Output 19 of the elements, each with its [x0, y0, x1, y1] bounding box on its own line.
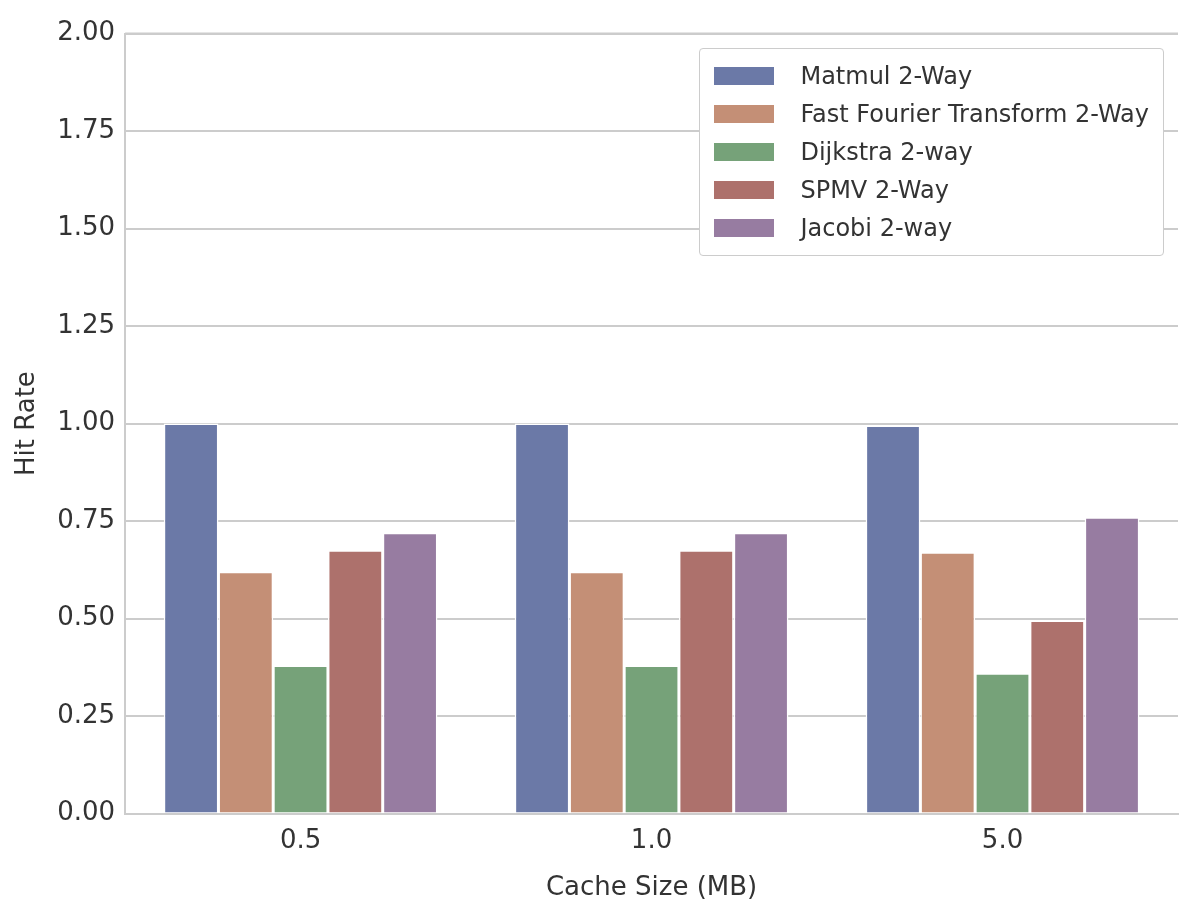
y-axis-title: Hit Rate — [10, 371, 41, 477]
x-tick-label: 1.0 — [630, 823, 673, 854]
y-tick-label: 1.25 — [57, 308, 116, 339]
y-tick-label: 0.00 — [57, 796, 116, 827]
y-tick-label: 1.50 — [57, 211, 116, 242]
legend-label: Jacobi 2-way — [800, 213, 953, 242]
y-tick-label: 2.00 — [57, 16, 116, 47]
legend-label: Fast Fourier Transform 2-Way — [800, 99, 1149, 128]
y-tick-label: 0.75 — [57, 503, 116, 534]
y-tick-label: 0.25 — [57, 698, 116, 729]
legend-label: Dijkstra 2-way — [800, 137, 973, 166]
y-tick-label: 1.75 — [57, 113, 116, 144]
y-tick-label: 1.00 — [57, 406, 116, 437]
x-tick-label: 5.0 — [981, 823, 1024, 854]
x-tick-label: 0.5 — [279, 823, 322, 854]
y-tick-label: 0.50 — [57, 601, 116, 632]
x-axis-title: Cache Size (MB) — [545, 871, 758, 902]
legend-label: Matmul 2-Way — [800, 61, 973, 90]
legend-label: SPMV 2-Way — [800, 175, 949, 204]
